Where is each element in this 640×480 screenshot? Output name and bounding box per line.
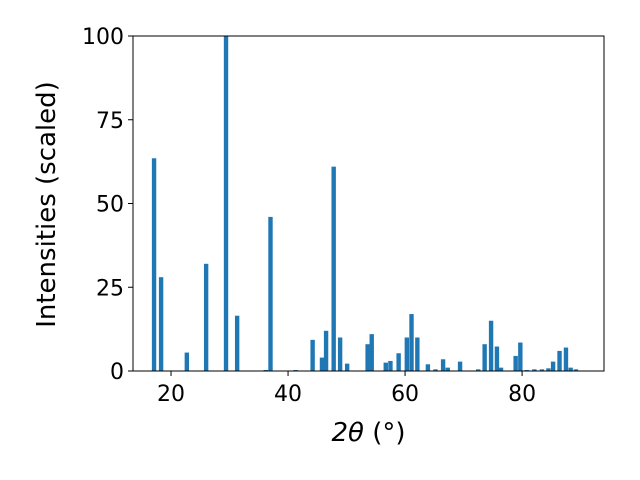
bar <box>518 342 523 371</box>
bar <box>369 334 374 371</box>
bar <box>268 216 273 371</box>
bar <box>184 352 190 371</box>
bar <box>331 166 336 371</box>
bar <box>234 315 240 371</box>
bar <box>457 361 463 371</box>
x-axis-label-unit: (°) <box>364 418 406 448</box>
bar <box>263 369 269 371</box>
bar <box>337 337 343 371</box>
bar <box>494 346 500 371</box>
bar <box>482 344 487 371</box>
bar <box>440 359 446 371</box>
bars-group <box>151 36 579 371</box>
plot-frame <box>132 35 605 372</box>
y-axis-label: Intensities (scaled) <box>32 81 62 328</box>
bar <box>223 36 229 371</box>
bar <box>310 339 315 371</box>
x-axis: 20 40 60 80 <box>157 371 536 407</box>
bar <box>293 369 298 371</box>
bar <box>513 355 518 371</box>
bar <box>532 369 537 371</box>
bar <box>557 350 562 371</box>
bar <box>550 361 556 371</box>
bar <box>539 369 545 371</box>
bar <box>396 353 401 371</box>
y-tick-label: 50 <box>96 193 124 218</box>
y-axis: 0 25 50 75 100 <box>82 25 133 385</box>
x-axis-label: 2θ (°) <box>331 418 405 448</box>
bar <box>433 369 438 371</box>
bar <box>563 347 569 371</box>
y-tick-label: 25 <box>96 276 124 301</box>
bar <box>203 263 209 371</box>
bar <box>476 369 481 371</box>
bar <box>158 277 164 371</box>
bar <box>404 337 410 371</box>
bar <box>498 367 504 371</box>
bar <box>409 314 414 371</box>
bar <box>383 362 388 371</box>
bar <box>365 344 370 371</box>
bar <box>573 369 579 371</box>
bar <box>323 330 329 371</box>
x-tick-label: 40 <box>274 382 302 407</box>
x-axis-label-symbol: 2θ <box>331 418 364 448</box>
bar <box>568 367 573 371</box>
bar <box>388 360 393 371</box>
x-tick-label: 80 <box>508 382 536 407</box>
x-tick-label: 20 <box>157 382 185 407</box>
bar <box>425 364 431 371</box>
bar <box>445 367 450 371</box>
y-tick-label: 0 <box>110 360 124 385</box>
x-tick-label: 60 <box>391 382 419 407</box>
y-tick-label: 75 <box>96 109 124 134</box>
bar <box>488 320 494 371</box>
bar <box>524 369 529 371</box>
bar <box>344 363 350 371</box>
bar <box>319 357 325 371</box>
bar <box>415 337 420 371</box>
bar <box>151 158 157 371</box>
bar <box>546 368 551 371</box>
y-tick-label: 100 <box>82 25 124 50</box>
